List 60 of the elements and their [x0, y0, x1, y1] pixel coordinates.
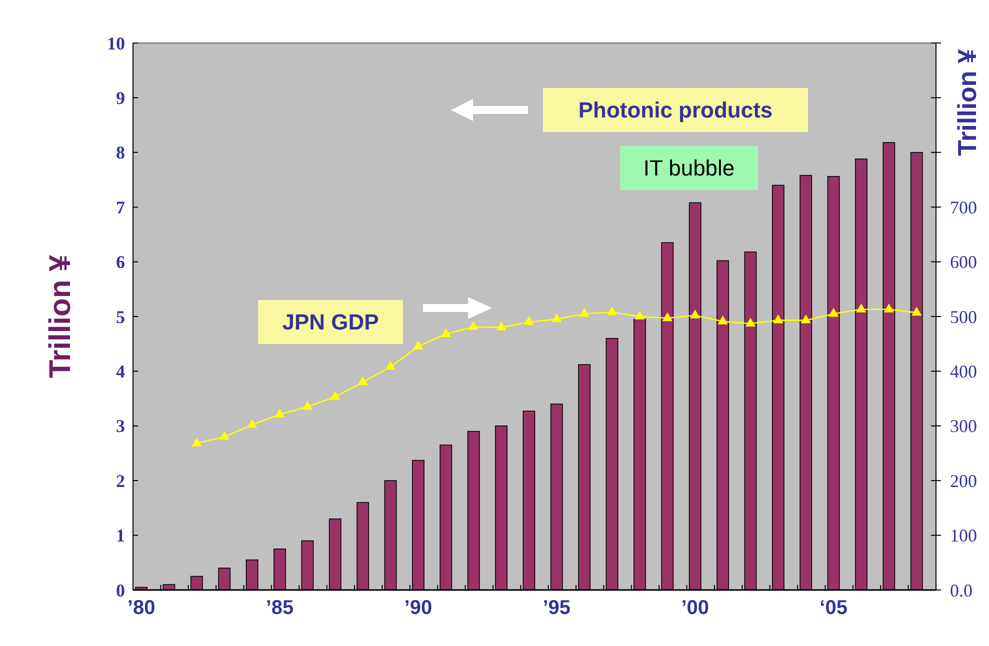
point [662, 312, 673, 322]
y-tick-label: 1 [116, 526, 125, 546]
point [718, 316, 728, 324]
point [413, 340, 424, 350]
y2-tick-label: 600 [950, 252, 977, 272]
y-tick-label: 8 [116, 142, 125, 163]
x-tick-label: ’80 [127, 597, 156, 619]
x-tick-label: ’90 [404, 597, 432, 619]
point [828, 308, 839, 317]
x-tick-label: ’00 [681, 597, 710, 619]
y-tick-label: 10 [107, 33, 125, 54]
point [440, 328, 451, 337]
y-tick-label: 4 [116, 362, 125, 382]
point [552, 313, 562, 322]
note-box: IT bubble [620, 146, 758, 190]
point [330, 391, 340, 400]
y-tick-label: 0 [116, 580, 125, 600]
y-tick-label: 3 [116, 416, 125, 436]
y2-tick-label: 500 [950, 306, 977, 327]
point [690, 310, 700, 318]
point [912, 306, 922, 316]
y2-tick-label: 200 [950, 470, 977, 491]
annotation: Photonic products [578, 98, 773, 123]
point [358, 376, 368, 386]
annotation: JPN GDP [282, 310, 379, 335]
point [496, 322, 506, 330]
y2-tick-label: 100 [950, 526, 977, 546]
point [884, 304, 894, 312]
point [856, 304, 866, 312]
point [219, 430, 230, 440]
y2-tick-label: 700 [950, 197, 977, 218]
y2-tick-label: 0.0 [950, 580, 972, 600]
note-box: JPN GDP [258, 300, 403, 344]
point [246, 418, 258, 428]
point [579, 308, 590, 317]
point [606, 306, 618, 316]
y2-axis-title: Trillion ¥ [952, 48, 982, 156]
x-tick-label: ‘05 [820, 597, 848, 619]
point [524, 316, 534, 325]
point [634, 310, 645, 320]
point [745, 318, 756, 327]
y2-tick-label: 400 [950, 362, 977, 382]
point [800, 314, 811, 324]
point [468, 321, 479, 330]
y2-tick-label: 300 [950, 416, 977, 436]
y-tick-label: 2 [116, 470, 125, 491]
y-tick-label: 5 [116, 306, 125, 327]
point [274, 408, 285, 418]
note-box: Photonic products [543, 88, 808, 132]
x-tick-label: ’95 [542, 597, 571, 619]
x-tick-label: ’85 [266, 597, 294, 619]
point [773, 314, 784, 324]
y-axis-title: Trillion ¥ [44, 254, 77, 378]
point [385, 360, 396, 370]
y-tick-label: 7 [116, 197, 125, 218]
y-tick-label: 9 [116, 88, 125, 108]
point [192, 438, 202, 446]
y-tick-label: 6 [116, 252, 125, 272]
point [302, 400, 313, 410]
annotation: IT bubble [643, 156, 735, 181]
